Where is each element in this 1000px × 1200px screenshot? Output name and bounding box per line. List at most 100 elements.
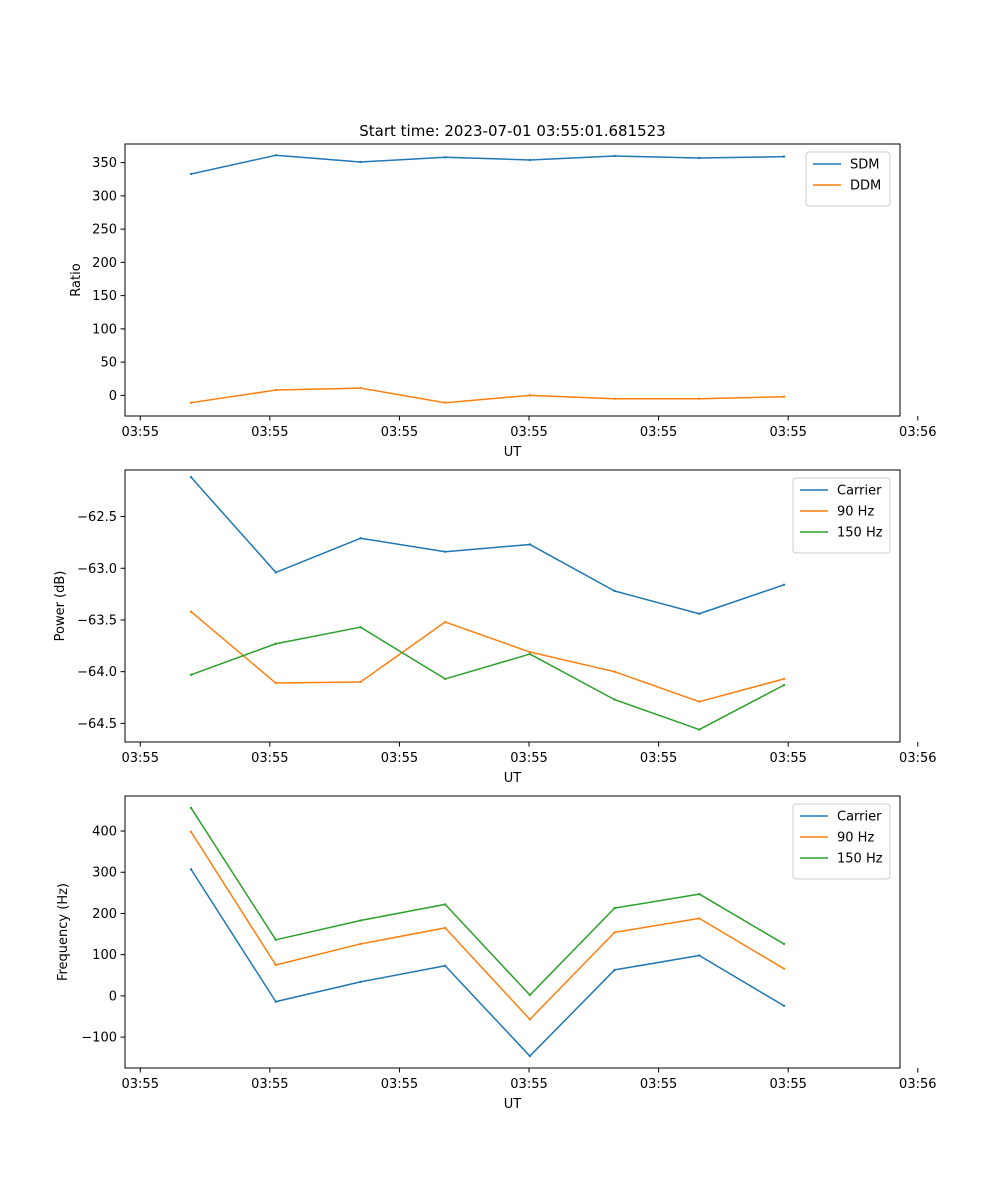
frequency-carrier-point — [528, 1054, 532, 1058]
frequency-90-hz-point — [359, 942, 362, 946]
power-x-tick-label: 03:55 — [122, 751, 159, 766]
frequency-carrier-point — [359, 980, 362, 984]
power-carrier-point — [698, 612, 701, 615]
frequency-legend — [792, 803, 891, 880]
frequency-x-tick-label: 03:55 — [381, 1077, 418, 1092]
frequency-y-tick-label: −100 — [81, 1031, 117, 1046]
frequency-x-tick-label: 03:55 — [640, 1077, 677, 1092]
frequency-axes-frame — [124, 795, 901, 1069]
frequency-y-tick-label: 200 — [92, 907, 117, 922]
ratio-sdm-point — [443, 156, 447, 159]
frequency-subplot: 03:55 03:55 03:55 03:55 03:55 03:55 03:56 −100 0… — [56, 795, 937, 1112]
power-90-hz-point — [528, 650, 532, 654]
power-series-line-150-hz — [190, 626, 785, 731]
ratio-x-tick-label: 03:55 — [769, 425, 806, 440]
ratio-subplot: 03:55 03:55 03:55 03:55 03:55 03:55 03:56 0 50 10… — [69, 143, 937, 460]
ratio-legend-label-sdm: SDM — [850, 158, 879, 173]
ratio-y-tick-label: 300 — [92, 189, 117, 204]
ratio-sdm-point — [189, 172, 193, 176]
ratio-ddm-point — [274, 388, 277, 392]
power-carrier-point — [613, 589, 616, 593]
power-x-tick-label: 03:55 — [381, 751, 418, 766]
ratio-x-tick-label: 03:55 — [381, 425, 418, 440]
ratio-x-tick-label: 03:55 — [640, 425, 677, 440]
power-carrier-point — [443, 550, 447, 553]
frequency-carrier-point — [274, 1000, 277, 1003]
power-90-hz-point — [782, 677, 786, 681]
ratio-sdm-point — [274, 154, 277, 157]
power-90-hz-point — [359, 680, 362, 684]
frequency-90-hz-point — [189, 830, 193, 834]
power-y-tick-label: −62.5 — [77, 510, 117, 525]
frequency-x-tick-label: 03:55 — [769, 1077, 806, 1092]
power-y-axis-label: Power (dB) — [53, 571, 68, 642]
frequency-x-tick-label: 03:56 — [899, 1077, 936, 1092]
ratio-sdm-point — [359, 160, 362, 164]
frequency-carrier-point — [698, 954, 701, 957]
power-legend — [792, 477, 891, 554]
ratio-x-tick-label: 03:55 — [122, 425, 159, 440]
power-150-hz-point — [613, 698, 616, 701]
power-x-axis-label: UT — [504, 771, 522, 786]
power-y-tick-label: −63.5 — [77, 613, 117, 628]
frequency-150-hz-point — [359, 919, 362, 922]
ratio-y-tick-label: 0 — [109, 389, 117, 404]
ratio-sdm-point — [613, 154, 616, 158]
ratio-ddm-point — [359, 386, 362, 390]
power-series-line-90-hz — [190, 610, 785, 703]
power-90-hz-point — [698, 700, 701, 703]
frequency-90-hz-point — [698, 917, 701, 920]
power-x-tick-label: 03:55 — [769, 751, 806, 766]
ratio-sdm-point — [782, 155, 786, 158]
frequency-150-hz-point — [613, 906, 616, 910]
power-carrier-point — [274, 571, 277, 574]
ratio-y-axis-label: Ratio — [69, 263, 84, 296]
power-legend-label-90-hz: 90 Hz — [837, 505, 874, 520]
frequency-150-hz-point — [698, 892, 701, 896]
frequency-carrier-point — [613, 968, 616, 972]
power-y-tick-label: −64.5 — [77, 717, 117, 732]
power-carrier-point — [189, 476, 193, 479]
power-x-tick-label: 03:55 — [510, 751, 547, 766]
ratio-ddm-point — [698, 397, 701, 400]
power-150-hz-point — [782, 683, 786, 687]
power-carrier-point — [782, 583, 786, 586]
frequency-90-hz-point — [274, 963, 277, 967]
frequency-legend-label-150-hz: 150 Hz — [837, 852, 883, 867]
frequency-legend-label-90-hz: 90 Hz — [837, 831, 874, 846]
ratio-sdm-point — [698, 156, 701, 160]
ratio-legend-label-ddm: DDM — [850, 179, 881, 194]
power-90-hz-point — [189, 610, 193, 613]
ratio-y-tick-label: 100 — [92, 322, 117, 337]
frequency-series-line-150-hz — [190, 806, 785, 996]
frequency-y-tick-label: 100 — [92, 948, 117, 963]
ratio-ddm-point — [613, 397, 616, 400]
ratio-y-tick-label: 200 — [92, 256, 117, 271]
frequency-carrier-point — [189, 868, 193, 871]
power-150-hz-point — [528, 652, 532, 656]
frequency-y-tick-label: 400 — [92, 825, 117, 840]
power-legend-label-150-hz: 150 Hz — [837, 526, 883, 541]
power-x-tick-label: 03:55 — [251, 751, 288, 766]
power-90-hz-point — [443, 620, 447, 624]
power-axes-frame — [124, 469, 901, 743]
ratio-y-tick-label: 250 — [92, 223, 117, 238]
ratio-series-line-ddm — [190, 387, 785, 404]
frequency-150-hz-point — [189, 806, 193, 810]
frequency-x-tick-label: 03:55 — [510, 1077, 547, 1092]
ratio-series-line-sdm — [190, 154, 785, 175]
ratio-ddm-point — [189, 401, 193, 404]
ratio-ddm-point — [528, 394, 532, 397]
frequency-150-hz-point — [274, 938, 277, 942]
frequency-90-hz-point — [782, 967, 786, 970]
power-x-tick-label: 03:55 — [640, 751, 677, 766]
frequency-legend-label-carrier: Carrier — [837, 810, 882, 825]
power-150-hz-point — [443, 677, 447, 681]
ratio-y-tick-label: 350 — [92, 156, 117, 171]
power-carrier-point — [528, 543, 532, 546]
frequency-x-tick-label: 03:55 — [122, 1077, 159, 1092]
frequency-x-axis-label: UT — [504, 1097, 522, 1112]
power-150-hz-point — [698, 728, 701, 731]
frequency-150-hz-point — [782, 942, 786, 946]
frequency-y-axis-label: Frequency (Hz) — [56, 883, 71, 981]
